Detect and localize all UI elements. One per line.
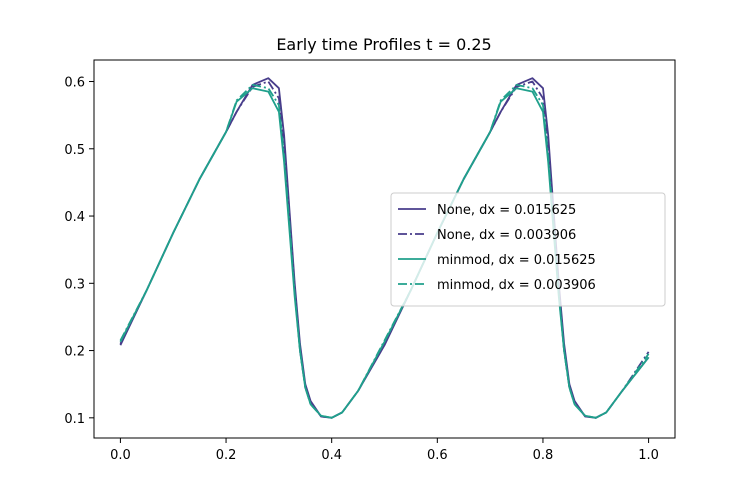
legend: None, dx = 0.015625 None, dx = 0.003906 mi… (390, 192, 666, 307)
legend-label-3: minmod, dx = 0.003906 (437, 278, 596, 293)
legend-box (390, 192, 666, 307)
plot-lines (119, 77, 650, 419)
chart-title: Early time Profiles t = 0.25 (276, 35, 491, 54)
x-axis: 0.0 0.2 0.4 0.6 0.8 1.0 (110, 438, 659, 463)
x-tick-label: 0.6 (427, 448, 448, 463)
x-tick-label: 0.2 (216, 448, 237, 463)
y-tick-label: 0.4 (64, 210, 85, 225)
y-tick-label: 0.3 (64, 277, 85, 292)
x-tick-label: 0.0 (110, 448, 131, 463)
x-tick-label: 0.8 (533, 448, 554, 463)
legend-label-2: minmod, dx = 0.015625 (437, 253, 596, 268)
y-tick-label: 0.6 (64, 76, 85, 91)
legend-label-1: None, dx = 0.003906 (437, 228, 576, 243)
plot-frame (93, 59, 676, 439)
y-tick-label: 0.1 (64, 412, 85, 427)
x-tick-label: 0.4 (321, 448, 342, 463)
y-axis: 0.1 0.2 0.3 0.4 0.5 0.6 (64, 76, 94, 427)
x-tick-label: 1.0 (638, 448, 659, 463)
y-tick-label: 0.2 (64, 345, 85, 360)
series-line-3 (119, 84, 650, 419)
y-tick-label: 0.5 (64, 143, 85, 158)
legend-label-0: None, dx = 0.015625 (437, 203, 576, 218)
